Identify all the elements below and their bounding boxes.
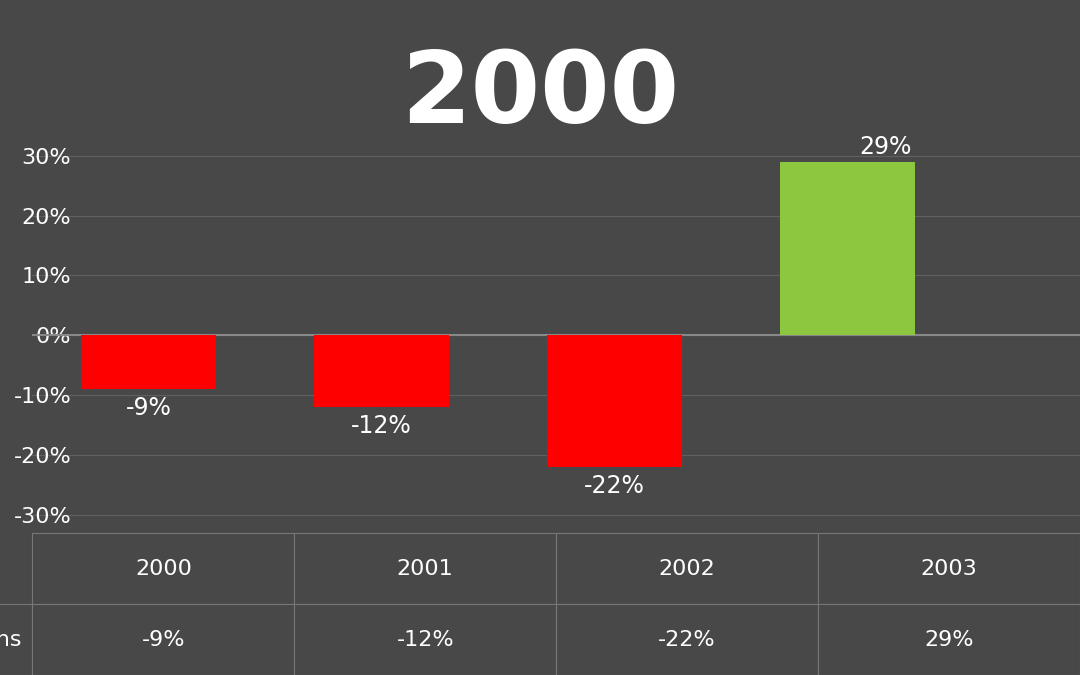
Bar xyxy=(81,335,216,389)
Text: -12%: -12% xyxy=(351,414,411,438)
Bar xyxy=(780,162,915,335)
Text: -9%: -9% xyxy=(126,396,172,420)
Text: 29%: 29% xyxy=(859,135,912,159)
Text: 2000: 2000 xyxy=(401,47,679,144)
Bar xyxy=(314,335,449,407)
Text: -22%: -22% xyxy=(584,474,645,498)
Bar xyxy=(546,335,681,466)
